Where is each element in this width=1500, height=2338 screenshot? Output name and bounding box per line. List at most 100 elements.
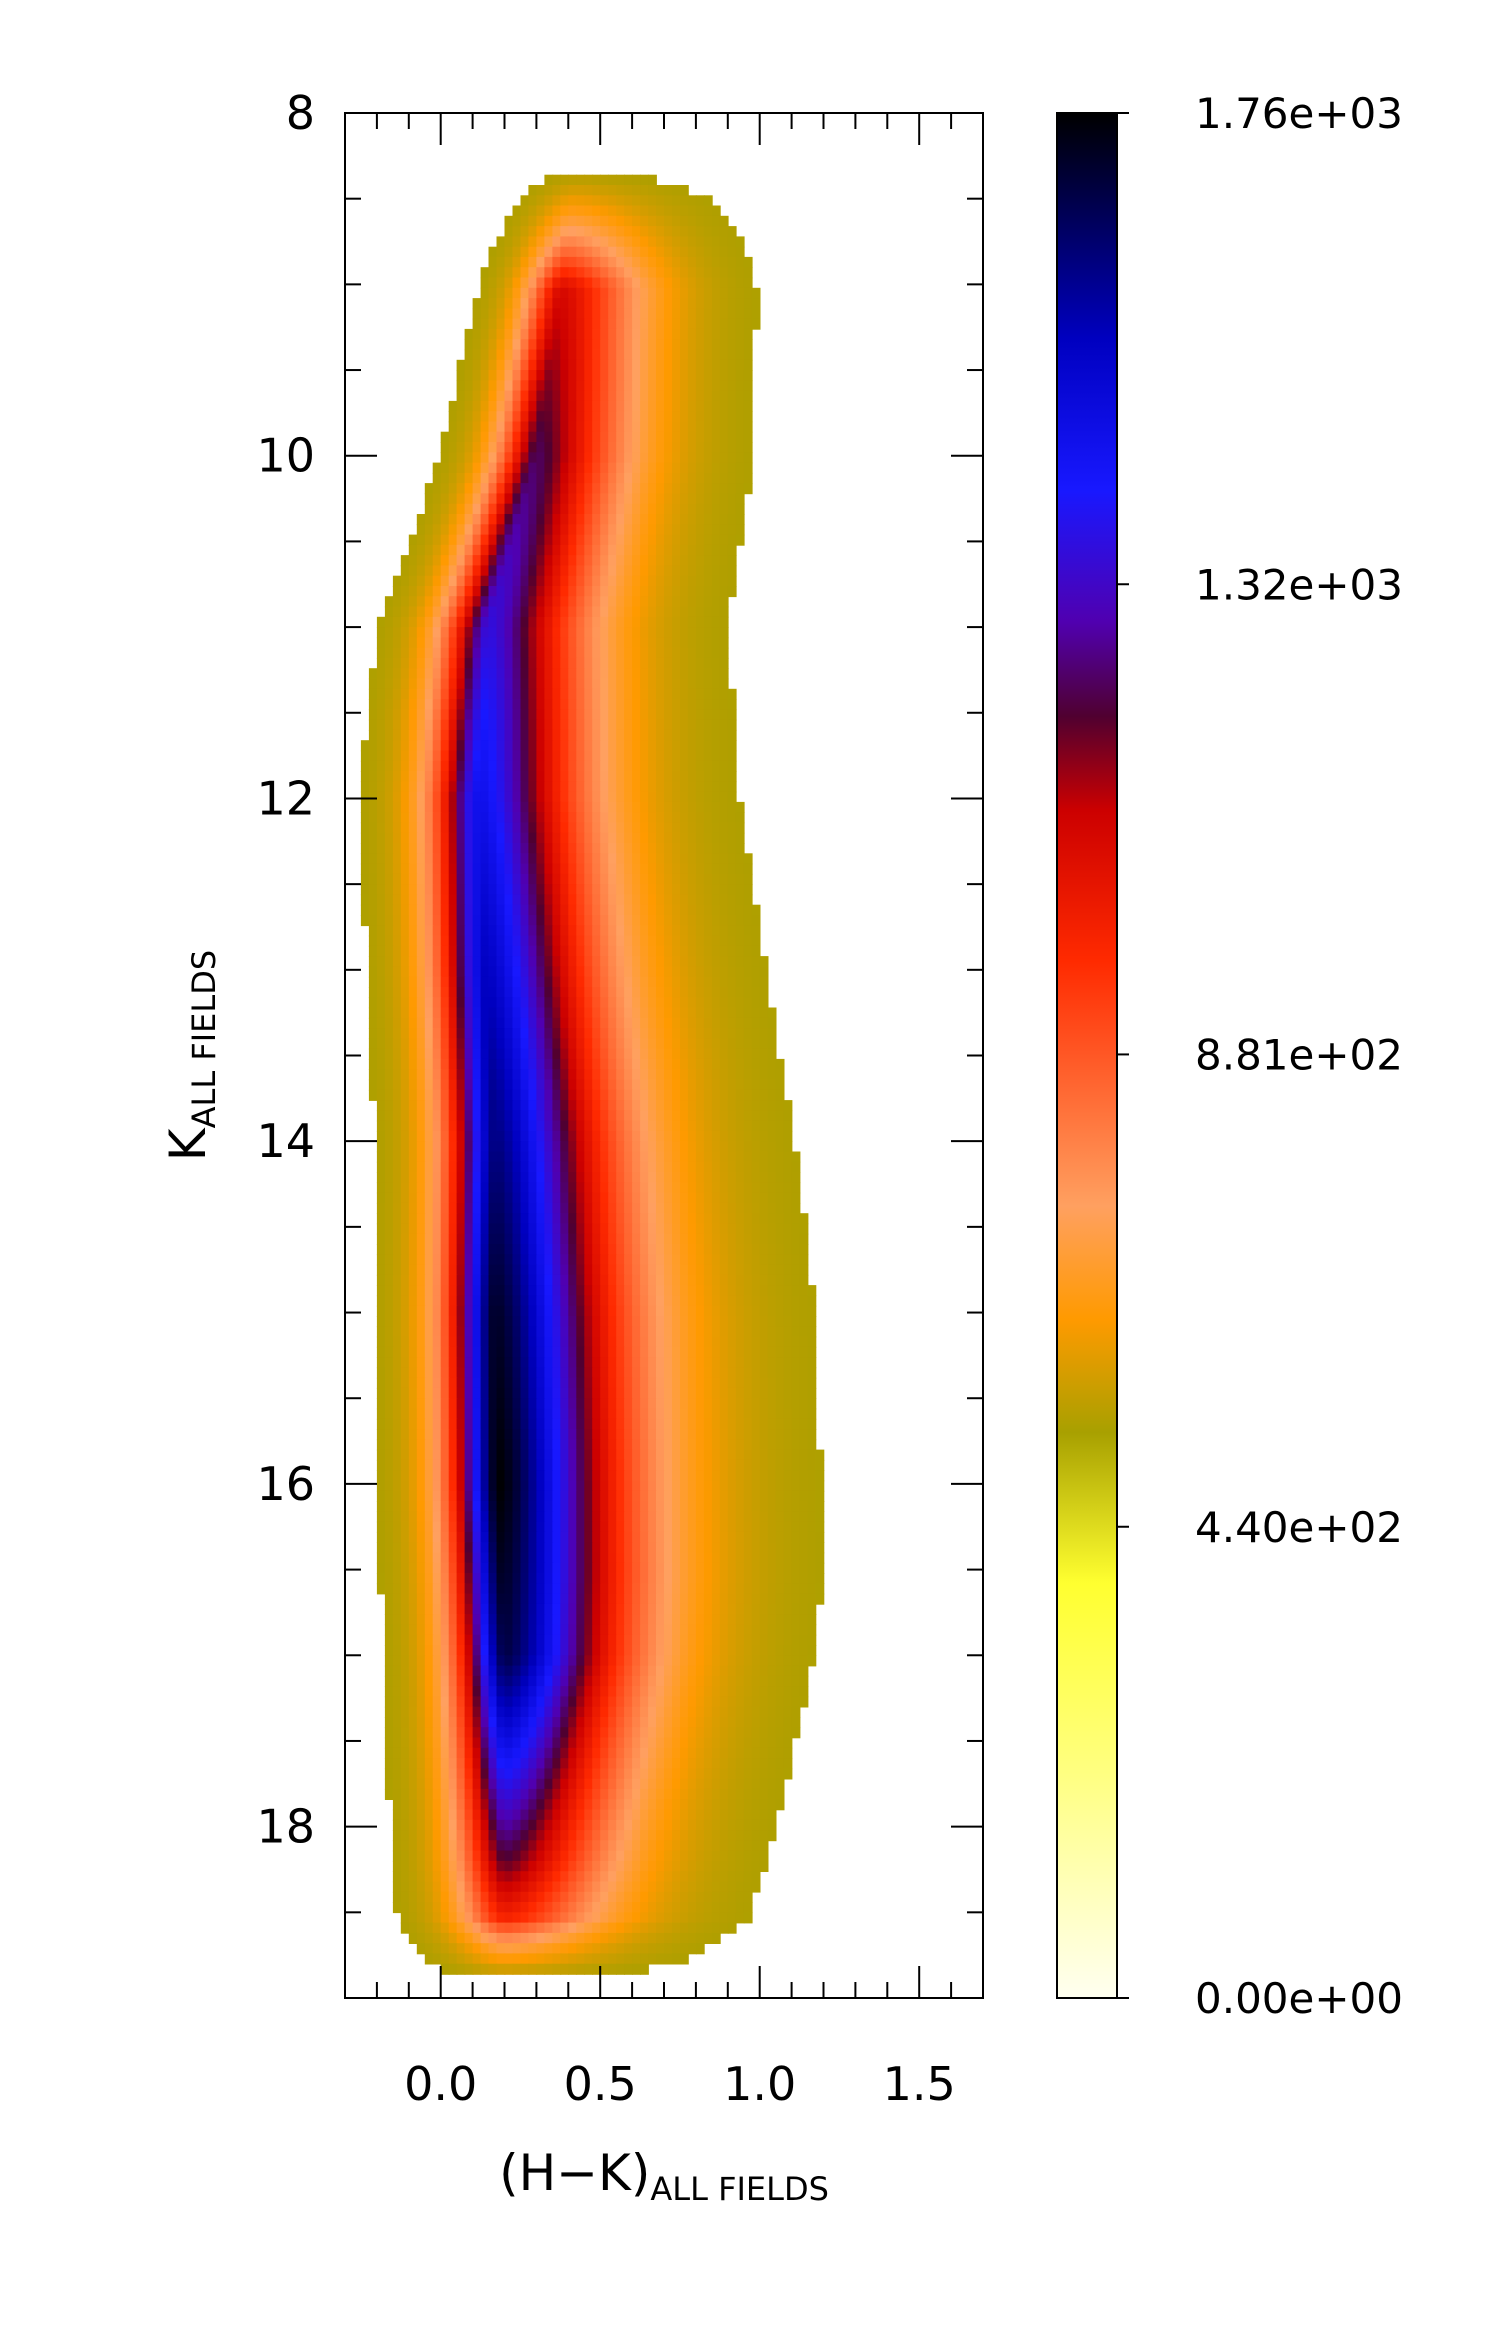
density-cell <box>775 1254 785 1266</box>
density-cell <box>656 740 665 752</box>
density-cell <box>384 945 394 957</box>
density-cell <box>464 1110 474 1122</box>
density-cell <box>687 853 697 865</box>
density-cell <box>552 935 562 947</box>
density-cell <box>576 555 586 567</box>
density-cell <box>767 1120 777 1132</box>
density-cell <box>448 1223 458 1235</box>
density-cell <box>456 616 466 628</box>
density-cell <box>743 1151 753 1163</box>
density-cell <box>743 925 753 937</box>
density-cell <box>767 1285 777 1297</box>
density-cell <box>751 1182 761 1194</box>
density-cell <box>560 637 570 649</box>
density-cell <box>711 421 721 433</box>
density-cell <box>512 555 522 567</box>
density-cell <box>576 400 586 412</box>
density-cell <box>488 616 498 628</box>
density-cell <box>640 1182 649 1194</box>
density-cell <box>751 1244 761 1256</box>
density-cell <box>687 1141 697 1153</box>
density-cell <box>512 1069 522 1081</box>
density-cell <box>616 370 625 382</box>
density-cell <box>656 236 665 248</box>
density-cell <box>552 1264 562 1276</box>
density-cell <box>743 1316 753 1328</box>
density-cell <box>376 1254 386 1266</box>
density-cell <box>624 904 633 916</box>
density-cell <box>664 1305 673 1317</box>
density-cell <box>568 277 578 289</box>
density-cell <box>632 709 641 721</box>
density-cell <box>632 956 641 968</box>
density-cell <box>735 534 745 546</box>
density-cell <box>568 915 578 927</box>
density-cell <box>400 740 410 752</box>
density-cell <box>687 267 697 279</box>
density-cell <box>687 503 697 515</box>
density-cell <box>656 277 665 289</box>
density-cell <box>672 215 681 227</box>
density-cell <box>719 863 729 875</box>
density-cell <box>608 185 617 197</box>
density-cell <box>672 328 681 340</box>
density-cell <box>496 267 506 279</box>
density-cell <box>584 339 594 351</box>
density-cell <box>664 1244 673 1256</box>
density-cell <box>448 411 458 423</box>
density-cell <box>480 1264 490 1276</box>
density-cell <box>695 863 705 875</box>
density-cell <box>695 514 705 526</box>
density-cell <box>560 318 570 330</box>
density-cell <box>360 915 370 927</box>
density-cell <box>624 400 633 412</box>
density-cell <box>695 390 705 402</box>
density-cell <box>376 1007 386 1019</box>
density-cell <box>416 904 426 916</box>
density-cell <box>616 791 625 803</box>
density-cell <box>695 1161 705 1173</box>
density-cell <box>456 832 466 844</box>
density-cell <box>560 915 570 927</box>
density-cell <box>672 400 681 412</box>
density-cell <box>616 472 625 484</box>
density-cell <box>408 1223 418 1235</box>
density-cell <box>472 1110 482 1122</box>
density-cell <box>544 205 554 217</box>
density-cell <box>416 1141 426 1153</box>
density-cell <box>520 1244 530 1256</box>
density-cell <box>520 1285 530 1297</box>
density-cell <box>384 812 394 824</box>
density-cell <box>672 1244 681 1256</box>
density-cell <box>400 668 410 680</box>
density-cell <box>632 894 641 906</box>
density-cell <box>703 400 713 412</box>
density-cell <box>560 298 570 310</box>
density-cell <box>735 452 745 464</box>
density-cell <box>488 627 498 639</box>
density-cell <box>472 349 482 361</box>
density-cell <box>608 1244 617 1256</box>
density-cell <box>472 1182 482 1194</box>
density-cell <box>392 657 402 669</box>
density-cell <box>719 781 729 793</box>
density-cell <box>376 1233 386 1245</box>
density-cell <box>368 915 378 927</box>
density-cell <box>711 215 721 227</box>
density-cell <box>488 452 498 464</box>
density-cell <box>751 956 761 968</box>
density-cell <box>536 915 546 927</box>
density-cell <box>640 267 649 279</box>
density-cell <box>528 1244 538 1256</box>
density-cell <box>392 976 402 988</box>
density-cell <box>528 791 538 803</box>
density-cell <box>408 1202 418 1214</box>
density-cell <box>791 1274 801 1286</box>
density-cell <box>743 277 753 289</box>
density-cell <box>448 1069 458 1081</box>
density-cell <box>592 267 601 279</box>
density-cell <box>408 729 418 741</box>
density-cell <box>456 894 466 906</box>
density-cell <box>584 390 594 402</box>
density-cell <box>624 1316 633 1328</box>
